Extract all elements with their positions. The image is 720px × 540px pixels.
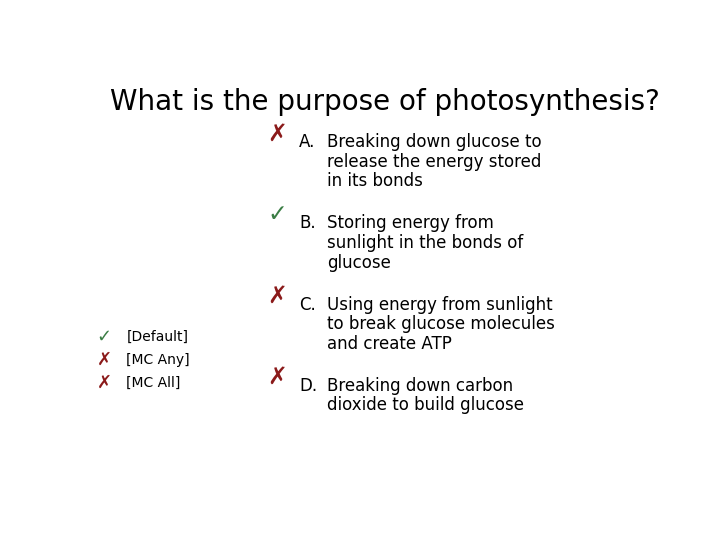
Text: ✗: ✗: [267, 284, 287, 308]
Text: A.: A.: [300, 133, 315, 151]
Text: Breaking down carbon: Breaking down carbon: [327, 377, 513, 395]
Text: sunlight in the bonds of: sunlight in the bonds of: [327, 234, 523, 252]
Text: B.: B.: [300, 214, 316, 233]
Text: What is the purpose of photosynthesis?: What is the purpose of photosynthesis?: [109, 87, 660, 116]
Text: C.: C.: [300, 295, 316, 314]
Text: ✗: ✗: [267, 122, 287, 145]
Text: glucose: glucose: [327, 254, 391, 272]
Text: and create ATP: and create ATP: [327, 335, 452, 353]
Text: ✓: ✓: [96, 328, 112, 346]
Text: [MC All]: [MC All]: [126, 376, 181, 390]
Text: in its bonds: in its bonds: [327, 172, 423, 191]
Text: release the energy stored: release the energy stored: [327, 153, 541, 171]
Text: to break glucose molecules: to break glucose molecules: [327, 315, 555, 333]
Text: Storing energy from: Storing energy from: [327, 214, 494, 233]
Text: [MC Any]: [MC Any]: [126, 353, 190, 367]
Text: ✓: ✓: [267, 202, 287, 226]
Text: ✗: ✗: [267, 364, 287, 389]
Text: Using energy from sunlight: Using energy from sunlight: [327, 295, 553, 314]
Text: ✗: ✗: [96, 374, 112, 392]
Text: ✗: ✗: [96, 351, 112, 369]
Text: Breaking down glucose to: Breaking down glucose to: [327, 133, 541, 151]
Text: [Default]: [Default]: [126, 330, 188, 344]
Text: dioxide to build glucose: dioxide to build glucose: [327, 396, 524, 414]
Text: D.: D.: [300, 377, 318, 395]
